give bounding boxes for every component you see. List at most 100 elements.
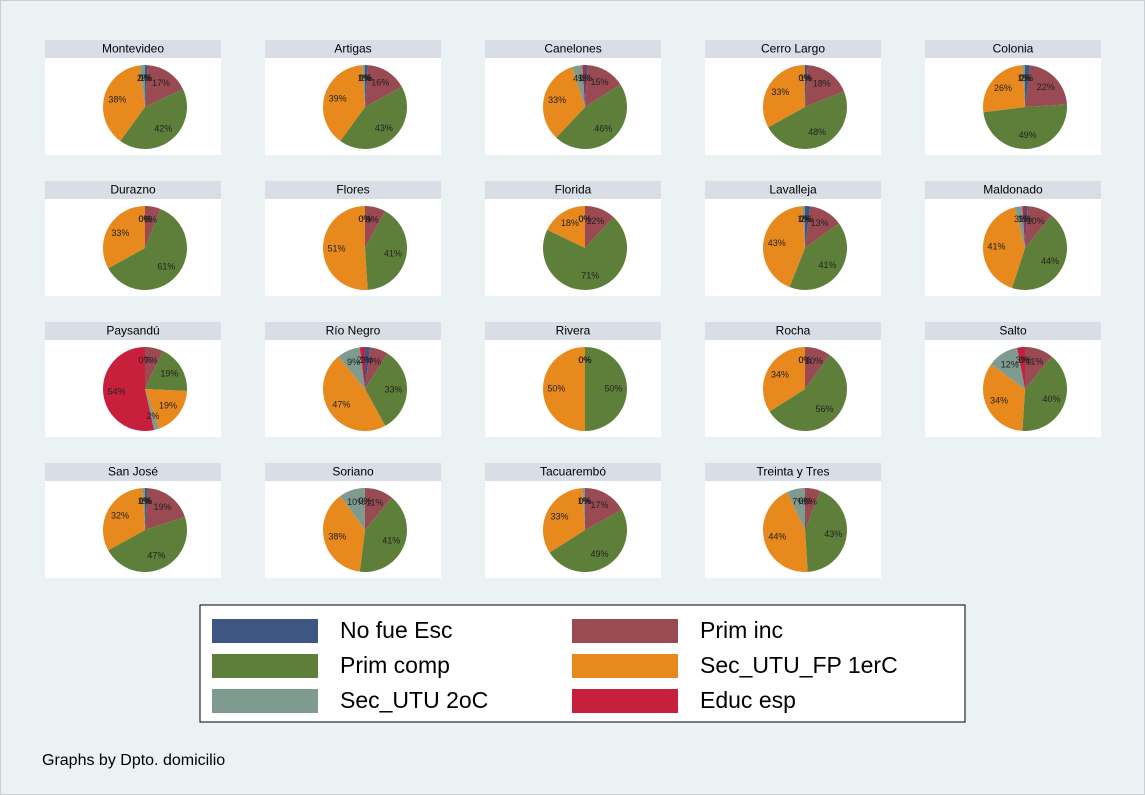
pie-slice — [585, 65, 621, 107]
pie-slice — [103, 347, 155, 431]
slice-label: 43% — [375, 123, 393, 133]
pie-slice — [365, 347, 388, 389]
pie-slice — [365, 211, 408, 290]
legend-label: Sec_UTU_FP 1erC — [700, 652, 898, 678]
slice-label: 43% — [768, 238, 786, 248]
slice-label: 19% — [159, 400, 177, 410]
pie-slice — [1022, 206, 1025, 248]
pie-slice — [585, 206, 614, 248]
legend-swatch — [212, 654, 318, 678]
slice-label: 46% — [594, 123, 612, 133]
pie-slice — [145, 389, 160, 431]
panel-title: Salto — [999, 324, 1027, 338]
slice-label: 7% — [792, 497, 805, 507]
slice-label: 0% — [578, 214, 591, 224]
slice-label: 1% — [358, 73, 371, 83]
slice-label: 32% — [111, 511, 129, 521]
slice-label: 0% — [358, 496, 371, 506]
slice-label: 1% — [799, 73, 812, 83]
slice-label: 19% — [153, 502, 171, 512]
pie-slice — [582, 488, 585, 530]
panel-title-strip — [45, 463, 221, 481]
pie-slice — [789, 223, 847, 290]
pie-slice — [145, 206, 161, 248]
slice-label: 17% — [591, 500, 609, 510]
pie-slice — [547, 206, 585, 248]
slice-label: 34% — [771, 370, 789, 380]
legend-swatch — [572, 689, 678, 713]
slice-label: 33% — [548, 95, 566, 105]
slice-label: 0% — [578, 214, 591, 224]
slice-label: 2% — [1020, 73, 1033, 83]
panel-title: Paysandú — [106, 324, 159, 338]
pie-slice — [145, 350, 187, 391]
slice-label: 43% — [824, 529, 842, 539]
pie-slice — [145, 65, 184, 107]
slice-label: 18% — [561, 218, 579, 228]
slice-label: 44% — [1041, 256, 1059, 266]
legend-swatch — [212, 689, 318, 713]
slice-label: 42% — [154, 123, 172, 133]
legend-label: No fue Esc — [340, 617, 453, 643]
pie-slice — [556, 84, 627, 150]
slice-label: 1% — [139, 496, 152, 506]
slice-label: 2% — [360, 355, 373, 365]
slice-label: 10% — [805, 356, 823, 366]
slice-label: 0% — [798, 355, 811, 365]
pie-slice — [991, 347, 1025, 389]
slice-label: 0% — [138, 355, 151, 365]
panel-title-strip — [265, 181, 441, 199]
pie-slice — [983, 207, 1025, 288]
panel-title-strip — [485, 40, 661, 58]
panel-title-strip — [45, 181, 221, 199]
pie-slice — [365, 488, 392, 530]
slice-label: 41% — [987, 241, 1005, 251]
pie-slice — [805, 65, 845, 107]
pie-slice — [1022, 356, 1068, 431]
slice-label: 34% — [990, 396, 1008, 406]
slice-label: 10% — [1027, 216, 1045, 226]
pie-slice — [585, 347, 627, 431]
pie-slice — [572, 65, 585, 107]
panel-title-strip — [265, 322, 441, 340]
slice-label: 51% — [327, 243, 345, 253]
slice-label: 1% — [139, 73, 152, 83]
slice-label: 0% — [138, 214, 151, 224]
legend-swatch — [572, 619, 678, 643]
slice-label: 12% — [1001, 359, 1019, 369]
panel-title: Canelones — [544, 42, 601, 56]
slice-label: 4% — [573, 73, 586, 83]
slice-label: 0% — [1018, 73, 1031, 83]
slice-label: 33% — [771, 87, 789, 97]
pie-slice — [983, 65, 1025, 113]
panel-title-strip — [925, 322, 1101, 340]
pie-slice — [338, 347, 365, 389]
slice-label: 41% — [819, 260, 837, 270]
pie-slice — [359, 347, 365, 389]
slice-label: 0% — [798, 496, 811, 506]
slice-label: 61% — [157, 261, 175, 271]
slice-label: 41% — [382, 536, 400, 546]
slice-label: 6% — [144, 214, 157, 224]
pie-slice — [585, 65, 588, 107]
slice-label: 1% — [1019, 214, 1032, 224]
panel-title: San José — [108, 465, 158, 479]
pie-slice — [768, 91, 847, 149]
pie-slice — [340, 488, 365, 530]
note: Graphs by Dpto. domicilio — [42, 752, 225, 769]
pie-slice — [805, 206, 811, 248]
legend-label: Sec_UTU 2oC — [340, 687, 488, 713]
slice-label: 11% — [1026, 357, 1043, 367]
legend-swatch — [572, 654, 678, 678]
pie-slice — [1014, 206, 1025, 248]
pie-slice — [145, 488, 185, 530]
panel-title: Montevideo — [102, 42, 164, 56]
slice-label: 33% — [111, 228, 129, 238]
slice-label: 0% — [578, 496, 591, 506]
slice-label: 1% — [578, 73, 591, 83]
slice-label: 7% — [145, 355, 158, 365]
pie-slice — [543, 347, 585, 431]
slice-label: 39% — [329, 93, 347, 103]
slice-label: 0% — [798, 355, 811, 365]
slice-label: 9% — [347, 357, 360, 367]
